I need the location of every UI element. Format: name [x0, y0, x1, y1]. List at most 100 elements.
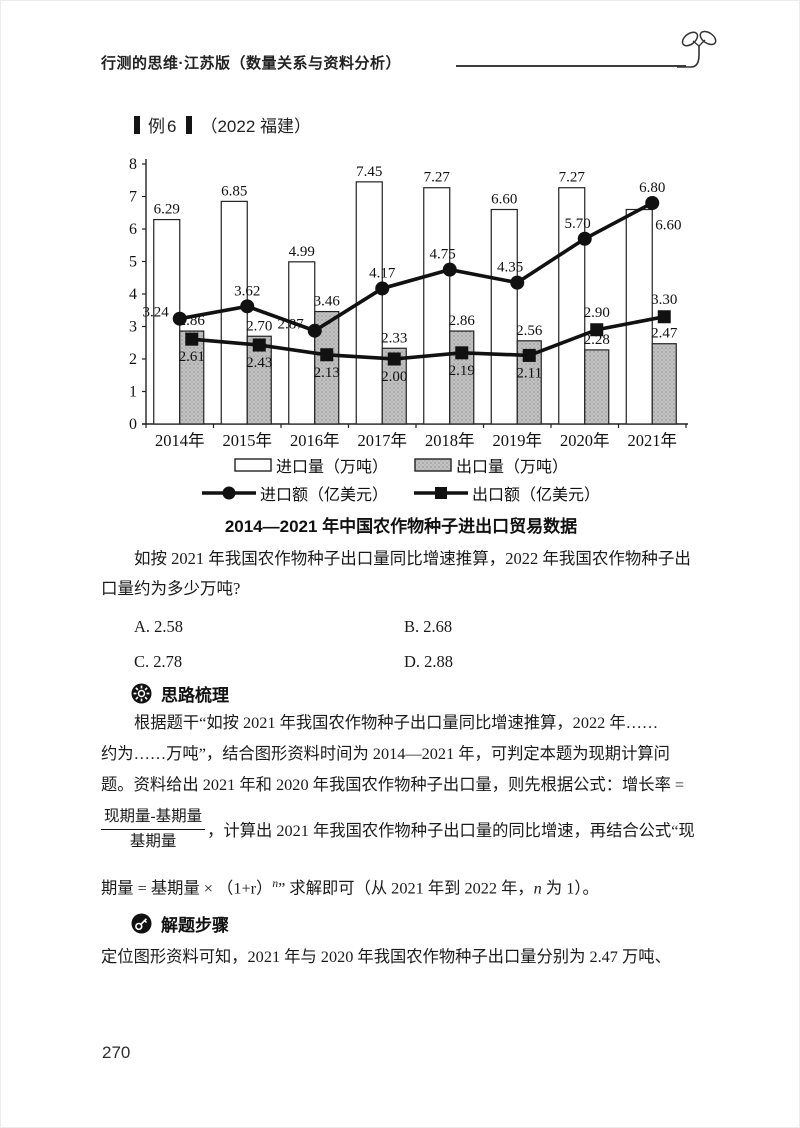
x-tick-label: 2015年: [223, 431, 273, 450]
growth-rate-formula: 现期量-基期量 基期量 ，计算出 2021 年我国农作物种子出口量的同比增速，再…: [101, 802, 695, 856]
option-key: B.: [404, 617, 420, 636]
value-label: 6.29: [154, 202, 180, 218]
value-label: 7.27: [424, 170, 451, 186]
value-label: 6.60: [655, 218, 681, 234]
sprout-icon: [677, 30, 717, 68]
option-value: 2.58: [154, 617, 184, 636]
steps-paragraph: 定位图形资料可知，2021 年与 2020 年我国农作物种子出口量分别为 2.4…: [101, 947, 671, 966]
import-volume-bar: [625, 208, 653, 425]
y-tick-label: 6: [129, 221, 137, 238]
present-value-formula: 期量 = 基期量 × （1+r）n” 求解即可（从 2021 年到 2022 年…: [101, 869, 599, 903]
example-source: （2022 福建）: [200, 117, 312, 136]
x-tick-label: 2017年: [358, 431, 408, 450]
import-value-line: [179, 201, 654, 333]
paragraph-line: 约为……万吨”，结合图形资料时间为 2014—2021 年，可判定本题为现期计算…: [101, 744, 670, 763]
export-volume-bar: [584, 349, 610, 425]
y-tick-label: 1: [129, 384, 137, 401]
value-label: 6.85: [221, 183, 247, 199]
square-marker: [320, 348, 334, 362]
import-volume-bar: [423, 187, 451, 425]
value-label: 6.80: [639, 180, 665, 196]
circle-marker: [172, 311, 187, 326]
value-label: 2.47: [651, 326, 678, 342]
legend-item-export-volume: 出口量（万吨）: [414, 453, 568, 477]
white-bar-swatch-icon: [234, 458, 272, 472]
import-volume-bar: [288, 261, 316, 425]
circle-marker: [577, 231, 592, 246]
square-line-swatch-icon: [414, 487, 468, 499]
section-title: 解题步骤: [161, 916, 229, 935]
formula-text: ，计算出 2021 年我国农作物种子出口量的同比增速，再结合公式“现: [207, 821, 695, 840]
option-d: D. 2.88: [404, 647, 674, 682]
value-label: 4.17: [369, 265, 396, 281]
square-marker: [387, 352, 401, 366]
option-key: A.: [134, 617, 151, 636]
gray-bar-swatch-icon: [414, 458, 452, 472]
option-row: A. 2.58 B. 2.68: [134, 612, 674, 647]
value-label: 7.45: [356, 164, 382, 180]
value-label: 2.19: [449, 363, 475, 379]
section-idea-header: 思路梳理: [131, 681, 229, 706]
legend-row: 进口额（亿美元） 出口额（亿美元）: [101, 479, 701, 507]
value-label: 2.61: [179, 349, 205, 365]
y-tick-label: 0: [129, 416, 137, 433]
export-value-line: [191, 314, 665, 361]
y-tick-label: 2: [129, 351, 137, 368]
exponent-n: n: [272, 878, 279, 890]
x-tick-label: 2020年: [560, 431, 610, 450]
x-tick-label: 2019年: [493, 431, 543, 450]
value-label: 4.35: [497, 260, 523, 276]
key-icon: [131, 913, 152, 934]
legend-label: 进口额（亿美元）: [259, 487, 388, 504]
x-tick-label: 2016年: [290, 431, 340, 450]
value-label: 4.99: [289, 244, 315, 260]
x-tick-label: 2021年: [628, 431, 678, 450]
value-label: 2.70: [246, 318, 272, 334]
option-key: D.: [404, 652, 421, 671]
export-volume-bar: [651, 343, 677, 425]
square-marker: [522, 348, 536, 362]
square-marker: [252, 338, 266, 352]
variable-n: n: [533, 878, 542, 898]
answer-options: A. 2.58 B. 2.68 C. 2.78 D. 2.88: [134, 612, 674, 682]
value-label: 2.00: [381, 369, 407, 385]
square-marker: [657, 310, 671, 324]
circle-marker: [442, 262, 457, 277]
value-label: 2.33: [381, 330, 407, 346]
option-value: 2.78: [153, 652, 183, 671]
example-number: 例6: [148, 117, 179, 136]
value-label: 2.13: [314, 365, 340, 381]
chart-legend: 进口量（万吨） 出口量（万吨） 进口额（亿美元） 出口额（亿美元）: [101, 451, 701, 507]
question-line: 口量约为多少万吨?: [101, 579, 241, 598]
option-row: C. 2.78 D. 2.88: [134, 647, 674, 682]
value-label: 4.75: [430, 247, 456, 263]
trade-chart-svg: 0 1 2 3 4 5 6 7 8 6.29 6.85 4.99 7.45 7.27 6.60 7.27 6.6…: [129, 156, 688, 450]
circle-marker: [240, 299, 255, 314]
paragraph-line: 题。资料给出 2021 年和 2020 年我国农作物种子出口量，则先根据公式：增…: [101, 775, 685, 794]
page-header-title: 行测的思维·江苏版（数量关系与资料分析）: [101, 55, 401, 72]
circle-line-swatch-icon: [201, 486, 256, 500]
option-c: C. 2.78: [134, 647, 404, 682]
import-volume-bar: [558, 187, 586, 425]
legend-label: 进口量（万吨）: [275, 459, 388, 476]
example-heading: 例6 （2022 福建）: [134, 112, 311, 137]
gear-icon: [131, 683, 152, 704]
heading-bar-icon: [186, 115, 193, 134]
formula-text: 为 1）。: [541, 878, 599, 898]
value-label: 3.30: [651, 292, 677, 308]
option-b: B. 2.68: [404, 612, 674, 647]
square-marker: [590, 323, 604, 337]
circle-marker: [645, 196, 660, 210]
legend-label: 出口额（亿美元）: [472, 487, 601, 504]
value-label: 2.87: [278, 317, 305, 333]
value-label: 2.56: [516, 323, 543, 339]
value-label: 7.27: [559, 170, 586, 186]
square-marker: [455, 346, 469, 360]
x-tick-label: 2014年: [155, 431, 205, 450]
y-tick-label: 7: [129, 189, 137, 206]
heading-bar-icon: [134, 115, 140, 134]
circle-marker: [510, 275, 525, 290]
legend-item-export-value: 出口额（亿美元）: [414, 481, 600, 505]
section-steps-header: 解题步骤: [131, 911, 229, 936]
